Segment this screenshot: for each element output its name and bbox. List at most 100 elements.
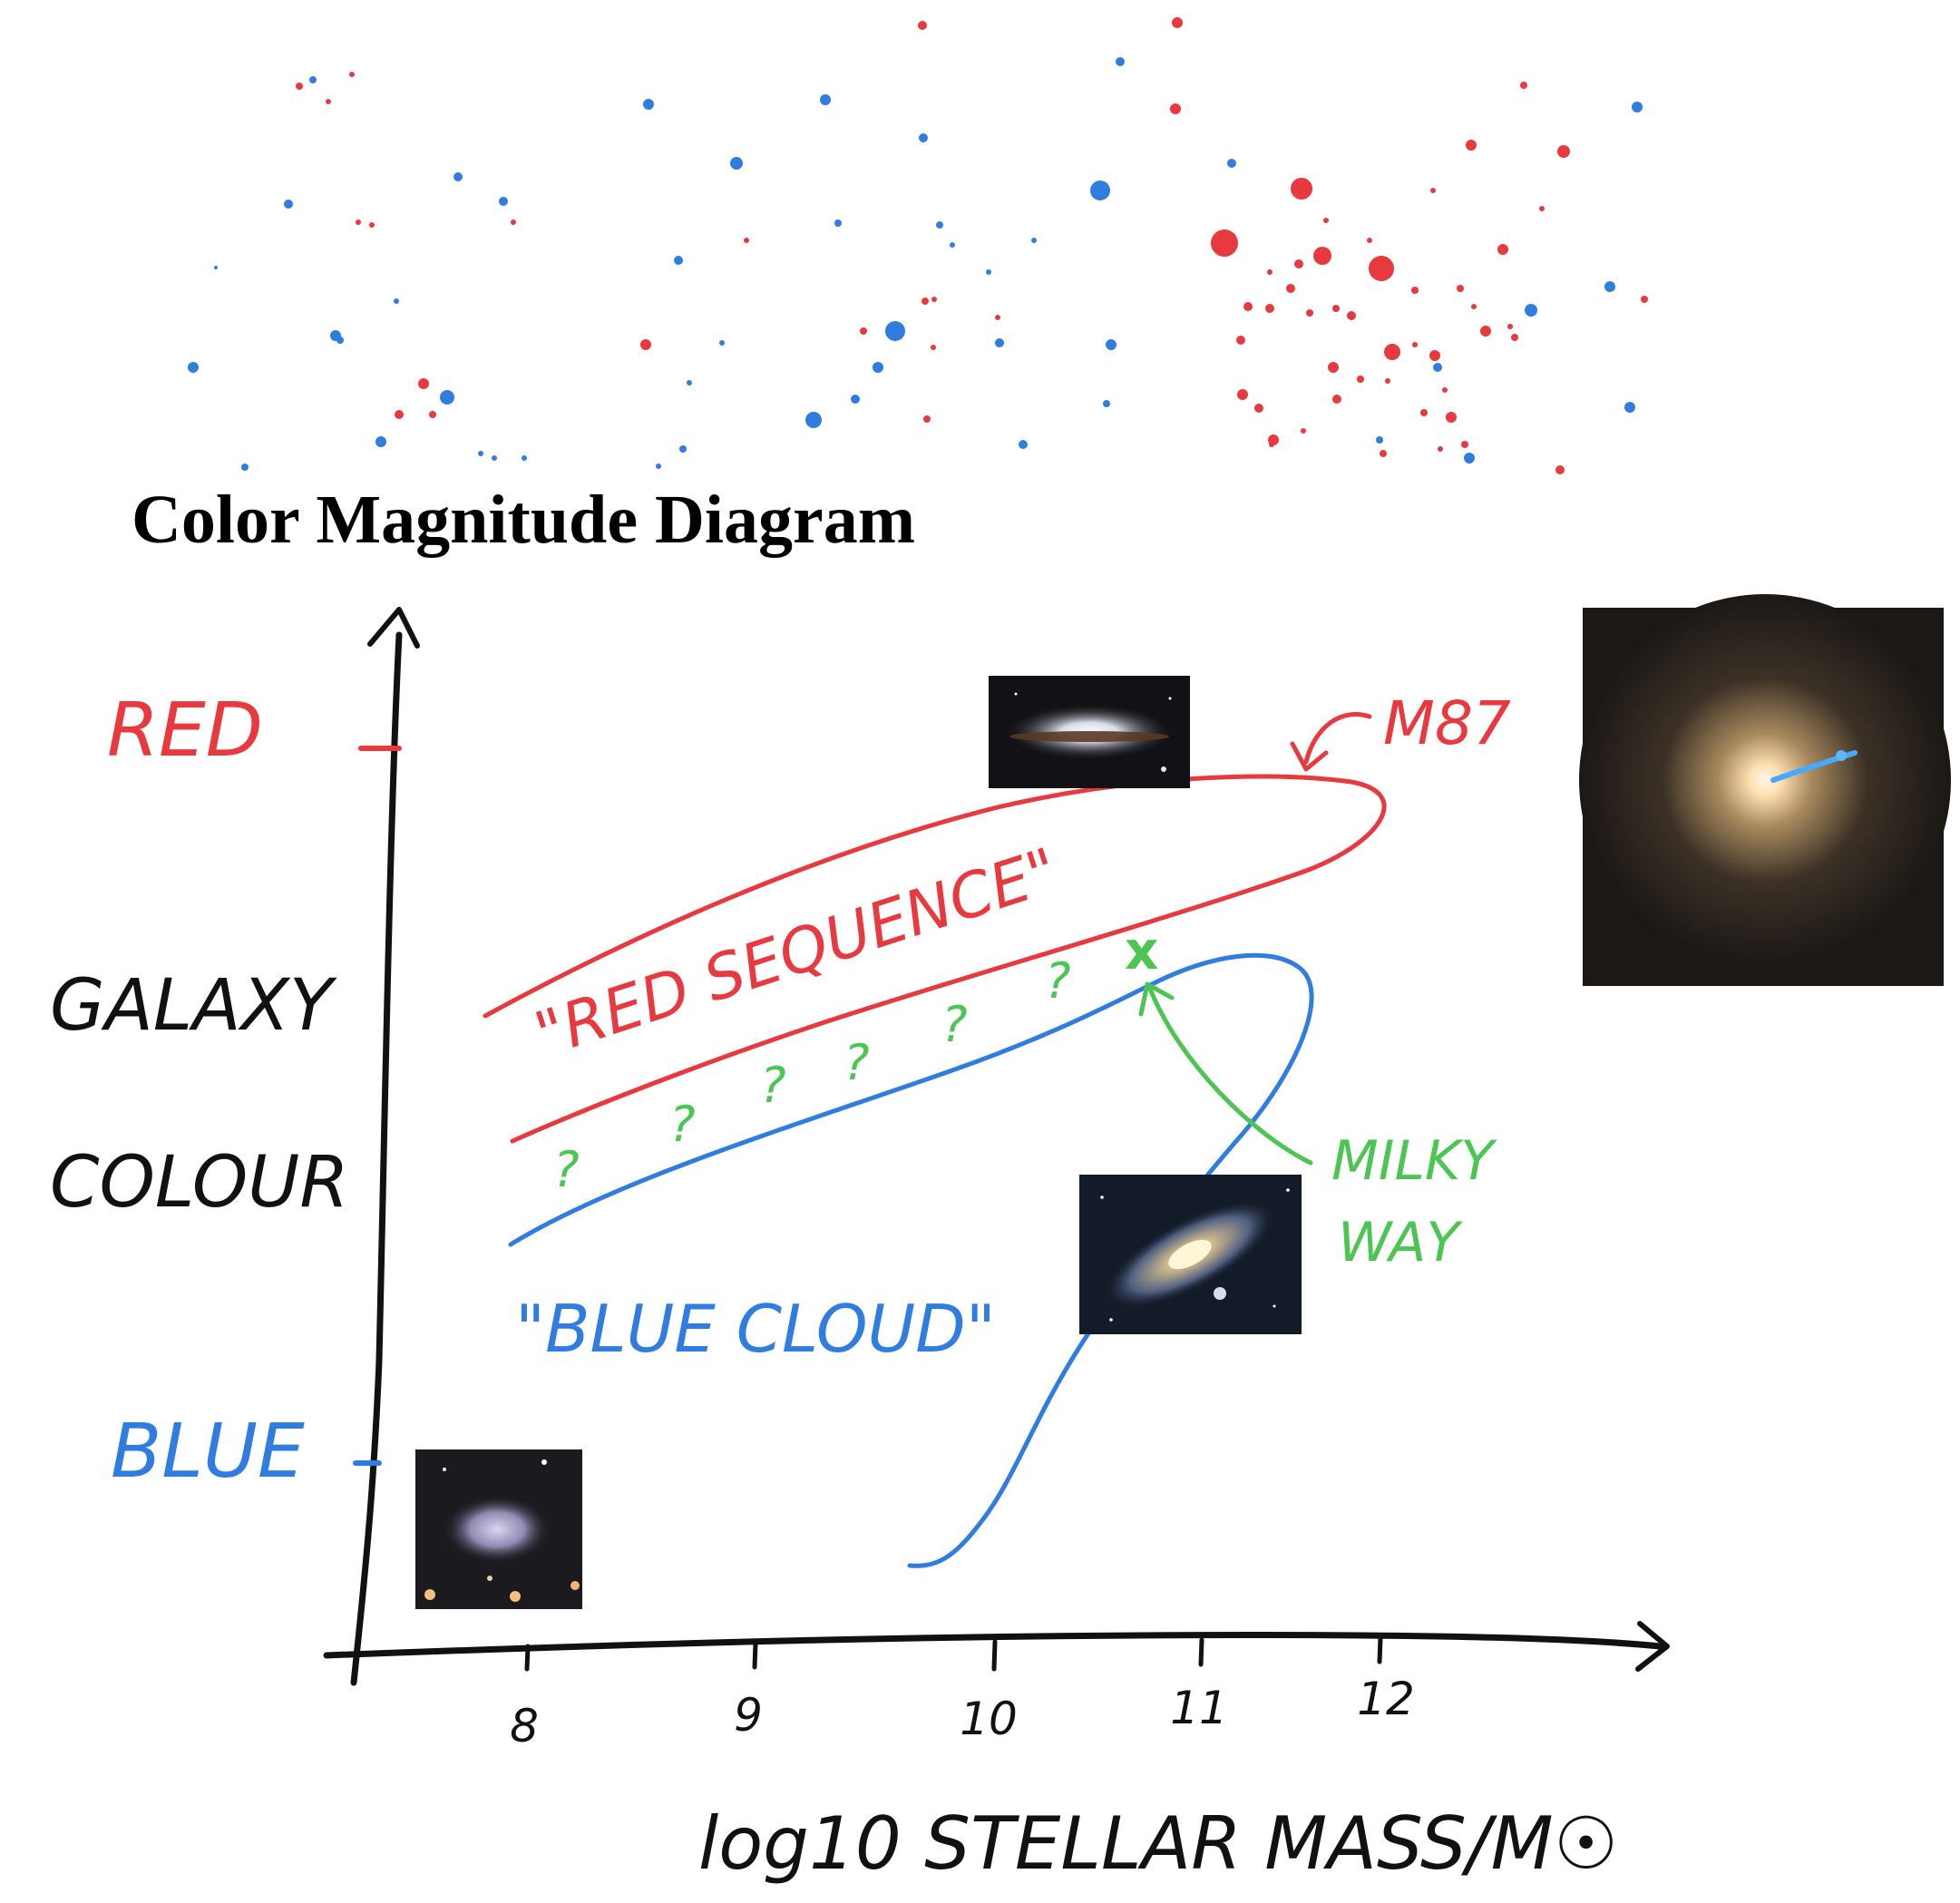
galaxy-dot bbox=[730, 157, 743, 170]
galaxy-dot bbox=[1438, 446, 1443, 452]
galaxy-dot bbox=[1376, 436, 1383, 444]
galaxy-dot bbox=[885, 321, 905, 341]
galaxy-dot bbox=[1632, 102, 1643, 112]
x-tick-label-10: 10 bbox=[960, 1693, 1018, 1745]
milky-way-label-line1: MILKY bbox=[1331, 1129, 1497, 1193]
galaxy-dot bbox=[1328, 362, 1339, 373]
galaxy-dot bbox=[719, 340, 725, 346]
galaxy-dot bbox=[1604, 281, 1615, 292]
milky-way-arrow bbox=[1147, 986, 1313, 1166]
x-tick-label-11: 11 bbox=[1170, 1682, 1228, 1734]
milky-way-label-line2: WAY bbox=[1338, 1211, 1463, 1274]
galaxy-dot bbox=[805, 412, 822, 428]
galaxy-dot bbox=[923, 415, 931, 423]
galaxy-dot bbox=[1286, 284, 1295, 293]
galaxy-dot bbox=[1347, 311, 1356, 320]
galaxy-dot bbox=[440, 390, 454, 405]
galaxy-dot bbox=[1464, 453, 1475, 464]
galaxy-dot bbox=[241, 464, 249, 471]
question-mark: ? bbox=[553, 1141, 580, 1198]
galaxy-dot bbox=[188, 362, 199, 373]
galaxy-dot bbox=[1380, 450, 1387, 457]
galaxy-dot bbox=[492, 455, 497, 461]
galaxy-dot bbox=[1557, 145, 1570, 158]
dwarf-irregular-photo bbox=[415, 1449, 582, 1609]
galaxy-dot bbox=[394, 298, 399, 304]
sombrero-galaxy-photo bbox=[989, 676, 1190, 788]
galaxy-dot bbox=[687, 380, 692, 385]
galaxy-dot bbox=[1170, 103, 1181, 114]
galaxy-dot bbox=[643, 99, 654, 110]
galaxy-dot bbox=[1641, 296, 1648, 303]
galaxy-dot bbox=[834, 220, 842, 227]
y-axis-label-line2: COLOUR bbox=[50, 1142, 349, 1224]
galaxy-dot bbox=[1357, 376, 1364, 383]
m87-arrowhead bbox=[1290, 741, 1329, 772]
galaxy-dot bbox=[336, 337, 344, 344]
galaxy-dot bbox=[1116, 57, 1125, 66]
galaxy-dot bbox=[1461, 441, 1468, 448]
galaxy-dot bbox=[995, 315, 1000, 320]
galaxy-dot bbox=[1480, 326, 1491, 337]
m87-label: M87 bbox=[1383, 688, 1511, 758]
blue-cloud-outline bbox=[508, 952, 1314, 1568]
galaxy-dot bbox=[919, 133, 928, 142]
diagram-title: Color Magnitude Diagram bbox=[132, 482, 916, 558]
galaxy-dot bbox=[349, 72, 355, 77]
galaxy-dot bbox=[931, 345, 936, 350]
galaxy-dot bbox=[744, 238, 749, 243]
galaxy-dot bbox=[418, 378, 429, 389]
galaxy-dot bbox=[1433, 363, 1442, 372]
galaxy-dot bbox=[1420, 409, 1428, 416]
y-tick-label-blue: BLUE bbox=[111, 1409, 305, 1495]
blue-cloud-label: "BLUE CLOUD" bbox=[515, 1291, 996, 1367]
milky-way-arrowhead bbox=[1138, 981, 1175, 1017]
galaxy-dot bbox=[1624, 402, 1635, 413]
galaxy-dot bbox=[931, 297, 937, 302]
galaxy-dot bbox=[1269, 442, 1274, 447]
galaxy-dot bbox=[1507, 324, 1513, 329]
galaxy-dot bbox=[375, 436, 386, 447]
y-axis-label-line1: GALAXY bbox=[50, 965, 337, 1047]
galaxy-dot bbox=[1172, 17, 1183, 28]
galaxy-dot bbox=[1442, 387, 1448, 393]
galaxy-dot bbox=[453, 172, 463, 181]
y-axis-arrowhead bbox=[367, 607, 420, 649]
galaxy-dot bbox=[1525, 304, 1537, 317]
galaxy-dot bbox=[296, 83, 303, 90]
galaxy-dot bbox=[356, 220, 361, 225]
galaxy-dot bbox=[1539, 206, 1545, 211]
x-tick-mark bbox=[1198, 1637, 1204, 1667]
galaxy-dot bbox=[478, 451, 483, 456]
question-mark: ? bbox=[941, 996, 968, 1053]
galaxy-dot bbox=[1511, 334, 1518, 341]
galaxy-dot bbox=[1267, 269, 1273, 275]
galaxy-dot bbox=[1313, 247, 1331, 265]
x-tick-mark bbox=[752, 1641, 758, 1670]
galaxy-dot bbox=[499, 197, 508, 206]
galaxy-dot bbox=[1520, 82, 1527, 89]
galaxy-dot bbox=[986, 269, 991, 275]
andromeda-spiral-photo bbox=[1079, 1175, 1302, 1334]
galaxy-dot bbox=[1430, 188, 1436, 193]
galaxy-dot bbox=[1254, 404, 1263, 413]
galaxy-dot bbox=[1031, 238, 1037, 243]
galaxy-dot bbox=[429, 411, 436, 418]
galaxy-dot bbox=[860, 327, 867, 335]
galaxy-dot bbox=[820, 94, 831, 105]
galaxy-dot bbox=[921, 298, 929, 305]
galaxy-dot bbox=[918, 21, 927, 30]
galaxy-dot bbox=[395, 410, 404, 419]
x-tick-label-12: 12 bbox=[1357, 1673, 1415, 1725]
galaxy-dot bbox=[995, 338, 1004, 347]
x-tick-label-9: 9 bbox=[734, 1689, 763, 1742]
x-axis-ticks bbox=[524, 1635, 1383, 1672]
galaxy-dot bbox=[1367, 238, 1372, 243]
galaxy-dot bbox=[1384, 344, 1400, 360]
galaxy-dot bbox=[936, 221, 943, 229]
galaxy-dot bbox=[369, 222, 375, 228]
galaxy-dot bbox=[1294, 259, 1303, 268]
galaxy-dot bbox=[1497, 244, 1508, 255]
galaxy-dot bbox=[1291, 178, 1312, 200]
